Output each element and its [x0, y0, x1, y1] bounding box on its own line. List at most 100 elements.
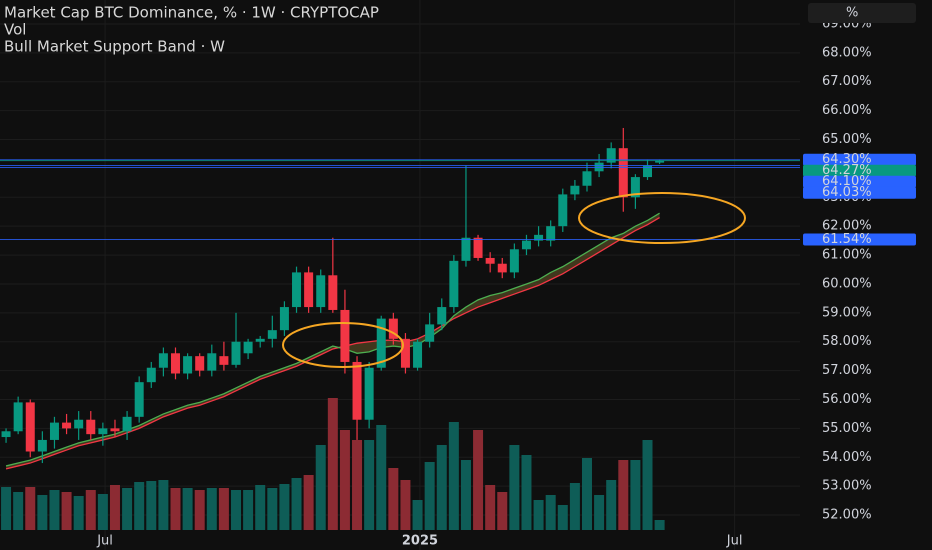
candle-body	[570, 185, 580, 195]
price-axis	[800, 0, 932, 550]
volume-bar	[557, 505, 568, 530]
highlight-ellipse	[578, 192, 746, 244]
candle-body	[146, 367, 156, 383]
y-tick-label: 59.00%	[822, 305, 872, 320]
volume-label: Vol	[4, 21, 26, 39]
y-tick-label: 68.00%	[822, 45, 872, 60]
volume-bar	[436, 445, 447, 530]
volume-bar	[37, 495, 48, 530]
candle-body	[207, 353, 217, 371]
candle-body	[219, 356, 229, 365]
volume-bar	[376, 425, 387, 530]
indicator-label: Bull Market Support Band · W	[4, 38, 225, 56]
y-tick-label: 61.00%	[822, 248, 872, 263]
candle-body	[110, 428, 120, 432]
candle-body	[98, 428, 108, 435]
y-tick-label: 60.00%	[822, 276, 872, 291]
candle-body	[352, 361, 362, 420]
candle-body	[86, 419, 96, 435]
y-tick-label: 57.00%	[822, 363, 872, 378]
price-label-box	[803, 233, 916, 246]
volume-bar	[642, 440, 653, 530]
volume-bar	[352, 440, 363, 530]
y-tick-label: 55.00%	[822, 421, 872, 436]
volume-bar	[339, 430, 350, 530]
volume-bar	[279, 484, 290, 530]
candle-body	[630, 177, 640, 198]
volume-bar	[85, 490, 96, 530]
candle-body	[606, 148, 616, 163]
candle-body	[582, 171, 592, 186]
candle-body	[13, 402, 23, 432]
volume-bar	[109, 485, 120, 530]
volume-bar	[545, 495, 556, 530]
candle-body	[485, 257, 495, 264]
y-tick-label: 52.00%	[822, 508, 872, 523]
candle-body	[413, 341, 423, 368]
price-label: 64.03%	[822, 185, 872, 200]
candle-body	[425, 324, 435, 342]
candles	[1, 127, 665, 464]
candle-body	[134, 382, 144, 417]
price-label-box	[803, 164, 916, 177]
candle-body	[122, 416, 132, 432]
volume-bar	[158, 480, 169, 530]
candle-body	[74, 419, 84, 429]
price-lines	[0, 159, 800, 240]
volume-bar	[243, 490, 254, 530]
volume-bar	[630, 460, 641, 530]
axis-labels: 52.00% 53.00% 54.00% 55.00% 56.00% 57.00% 58.0…	[96, 16, 916, 549]
volume-bar	[194, 490, 205, 530]
candle-body	[449, 260, 459, 308]
candle-body	[183, 356, 193, 374]
volume-bar	[134, 482, 145, 530]
volume-bar	[97, 494, 108, 530]
candle-body	[292, 272, 302, 308]
volume-bar	[315, 445, 326, 530]
y-tick-label: 65.00%	[822, 132, 872, 147]
volume-bar	[400, 480, 411, 530]
volume-bar	[388, 468, 399, 530]
volume-bar	[618, 460, 629, 530]
candle-body	[437, 307, 447, 325]
volume-bar	[473, 430, 484, 530]
volume-bar	[73, 496, 84, 530]
band-line	[5, 216, 660, 470]
y-tick-label: 62.00%	[822, 219, 872, 234]
candle-body	[279, 307, 289, 331]
y-tick-label: 66.00%	[822, 103, 872, 118]
candle-body	[158, 353, 168, 368]
candle-body	[388, 318, 398, 339]
volume-bar	[497, 492, 508, 530]
candle-body	[37, 439, 47, 452]
volume-bar	[206, 488, 217, 530]
volume-bar	[424, 462, 435, 530]
candle-body	[400, 338, 410, 368]
y-tick-label: 58.00%	[822, 334, 872, 349]
volume-bar	[13, 492, 24, 530]
volume-bar	[291, 478, 302, 530]
y-tick-label: 54.00%	[822, 450, 872, 465]
price-label-box	[803, 175, 916, 188]
volume-bar	[460, 460, 471, 530]
highlight-ellipse	[282, 322, 404, 368]
candle-body	[231, 341, 241, 365]
volume-bar	[581, 458, 592, 530]
candle-body	[316, 275, 326, 308]
unit-box[interactable]	[808, 3, 916, 23]
volume-bar	[327, 398, 338, 530]
volume-bar	[146, 481, 157, 530]
unit-label[interactable]: %	[846, 6, 858, 21]
chart-title: Market Cap BTC Dominance, % · 1W · CRYPT…	[4, 4, 379, 22]
volume-bar	[182, 488, 193, 530]
candle-body	[170, 353, 180, 374]
candle-body	[643, 165, 653, 178]
candle-body	[340, 309, 350, 362]
y-tick-label: 56.00%	[822, 392, 872, 407]
candle-body	[255, 338, 265, 342]
candle-body	[25, 402, 35, 452]
volume-bar	[218, 488, 229, 530]
